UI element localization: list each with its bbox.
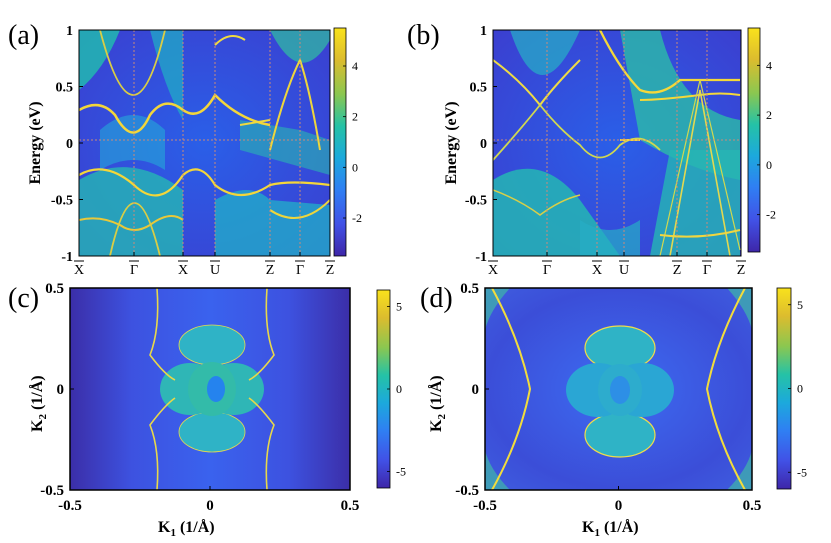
ytick-label: 0 — [472, 382, 480, 398]
ytick-label: 0.5 — [56, 81, 74, 96]
panel-b: (b) Energy (eV) 1 0.5 0 -0.5 -1 X Γ X U Z Γ Z 4 2 0 -… — [407, 20, 776, 278]
xtick-label: 0 — [615, 498, 623, 514]
panel-a-colorbar — [333, 27, 347, 257]
colorbar-tick-label: 5 — [797, 298, 803, 312]
colorbar-tick-label: 0 — [352, 160, 358, 174]
panel-c-ylabel: K2 (1/Å) — [28, 375, 49, 432]
panel-b-colorbar — [747, 27, 761, 253]
xtick-label: 0 — [206, 498, 214, 514]
ytick-label: -0.5 — [51, 194, 73, 209]
colorbar-tick-label: 5 — [396, 300, 402, 314]
panel-d: (d) K2 (1/Å) K1 (1/Å) 0.50-0.5 -0.5 0 0.5 … — [420, 281, 807, 539]
panel-a-colorbar-ticks: 4 2 0 -2 — [343, 59, 362, 225]
panel-a-label: (a) — [8, 20, 39, 51]
xtick-label: Z — [737, 263, 746, 278]
colorbar-tick-label: 4 — [766, 58, 772, 72]
panel-b-grid — [493, 30, 741, 256]
panel-d-xticks: -0.5 0 0.5 — [473, 486, 761, 514]
colorbar-tick-label: -5 — [396, 465, 406, 479]
panel-d-contours — [491, 287, 746, 491]
xtick-label: U — [619, 263, 629, 278]
colorbar-tick-label: 2 — [766, 108, 772, 122]
xtick-label: -0.5 — [473, 498, 497, 514]
xtick-label: 0.5 — [341, 498, 360, 514]
colorbar-tick-label: -2 — [766, 208, 776, 222]
xtick-label: Γ — [130, 263, 138, 278]
panel-c-yticks: 0.5 0 -0.5 — [40, 281, 74, 499]
xtick-label: X — [592, 263, 602, 278]
panel-a-ylabel: Energy (eV) — [27, 101, 44, 184]
colorbar-tick-label: 2 — [352, 110, 358, 124]
colorbar-tick-label: -2 — [352, 211, 362, 225]
ytick-label: 0 — [57, 382, 65, 398]
panel-d-yticks: 0.5 0 -0.5 — [455, 281, 489, 499]
panel-d-ylabel: K2 (1/Å) — [427, 375, 448, 432]
colorbar-tick-label: -5 — [797, 465, 807, 479]
panel-a-grid — [79, 30, 330, 256]
xtick-label: Z — [673, 263, 682, 278]
panel-c-pockets — [160, 324, 264, 453]
panel-a-yticks: 1 0.5 0 -0.5 -1 — [51, 24, 83, 265]
panel-c-xticks: -0.5 0 0.5 — [58, 486, 359, 514]
panel-c-colorbar-ticks: 5 0 -5 — [387, 300, 406, 479]
panel-b-bands — [493, 30, 741, 256]
ytick-label: 0 — [480, 137, 487, 152]
ytick-label: 0.5 — [460, 281, 479, 297]
xtick-label: 0.5 — [743, 498, 762, 514]
panel-b-ylabel: Energy (eV) — [443, 101, 460, 184]
ytick-label: -0.5 — [465, 194, 487, 209]
xtick-label: Γ — [296, 263, 304, 278]
ytick-label: 1 — [480, 24, 487, 39]
ytick-label: 0.5 — [45, 281, 64, 297]
panel-c-label: (c) — [8, 283, 39, 314]
xtick-label: Γ — [703, 263, 711, 278]
xtick-label: Z — [266, 263, 275, 278]
panel-a-bands — [79, 30, 330, 256]
panel-c-contours — [149, 287, 275, 491]
ytick-label: -1 — [61, 250, 73, 265]
panel-c: (c) K2 (1/Å) K1 (1/Å) 0.50-0.5 -0.5 0 0.5 … — [8, 281, 406, 539]
colorbar-tick-label: 0 — [766, 158, 772, 172]
panel-d-pockets — [566, 325, 674, 458]
panel-d-colorbar-ticks: 5 0 -5 — [788, 298, 807, 479]
panel-a: (a) Energy (eV) 1 0.5 0 -0.5 -1 X Γ X U Z Γ Z 4 2 0 -… — [8, 20, 362, 278]
colorbar-tick-label: 0 — [396, 382, 402, 396]
xtick-label: U — [210, 263, 220, 278]
panel-d-xlabel: K1 (1/Å) — [582, 518, 639, 539]
ytick-label: -0.5 — [40, 483, 64, 499]
panel-b-colorbar-ticks: 4 2 0 -2 — [757, 58, 776, 222]
xtick-label: X — [178, 263, 188, 278]
xtick-label: X — [488, 263, 498, 278]
panel-d-corner-glow — [485, 288, 752, 490]
ytick-label: -0.5 — [455, 483, 479, 499]
xtick-label: Z — [326, 263, 335, 278]
colorbar-tick-label: 0 — [797, 382, 803, 396]
panel-b-label: (b) — [407, 20, 440, 51]
panel-c-xlabel: K1 (1/Å) — [158, 518, 215, 539]
ytick-label: 0 — [66, 137, 73, 152]
xtick-label: Γ — [543, 263, 551, 278]
colorbar-tick-label: 4 — [352, 59, 358, 73]
ytick-label: -1 — [475, 250, 487, 265]
panel-d-label: (d) — [420, 283, 453, 314]
panel-b-yticks: 1 0.5 0 -0.5 -1 — [465, 24, 497, 265]
xtick-label: X — [74, 263, 84, 278]
ytick-label: 0.5 — [470, 81, 488, 96]
xtick-label: -0.5 — [58, 498, 82, 514]
ytick-label: 1 — [66, 24, 73, 39]
